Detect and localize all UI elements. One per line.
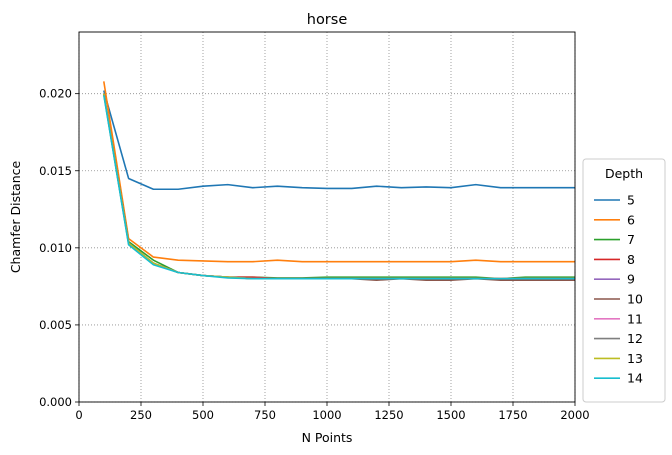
chart-title: horse [307,12,348,28]
legend-label-10: 10 [627,292,643,307]
y-axis-label: Chamfer Distance [8,161,23,274]
series-line-5 [103,90,575,191]
legend: Depth 5 6 7 8 9 10 11 12 13 14 [582,158,666,403]
y-axis-ticks: 0.000 0.005 0.010 0.015 0.020 [39,87,79,409]
x-axis-label: N Points [302,430,353,445]
x-tick-label: 1500 [436,408,465,422]
legend-label-12: 12 [627,331,643,346]
legend-label-8: 8 [627,252,635,267]
legend-label-5: 5 [627,193,635,208]
legend-label-14: 14 [627,371,643,386]
legend-label-13: 13 [627,351,643,366]
x-tick-label: 2000 [560,408,589,422]
y-tick-label: 0.010 [39,241,72,255]
series-line-6 [103,81,575,263]
y-tick-label: 0.015 [39,164,72,178]
legend-title: Depth [605,166,643,181]
x-tick-label: 0 [75,408,82,422]
legend-box [582,158,666,403]
x-tick-label: 250 [130,408,152,422]
x-tick-label: 750 [254,408,276,422]
x-tick-label: 1750 [498,408,527,422]
y-tick-label: 0.005 [39,318,72,332]
x-tick-label: 1250 [374,408,403,422]
legend-items: 5 6 7 8 9 10 11 12 13 14 [594,193,643,386]
x-axis-ticks: 0 250 500 750 1000 1250 1500 1750 2000 [75,402,590,422]
legend-label-7: 7 [627,232,635,247]
y-tick-label: 0.000 [39,395,72,409]
x-tick-label: 500 [192,408,214,422]
series-line-14 [103,95,575,280]
series-lines [103,81,575,282]
y-tick-label: 0.020 [39,87,72,101]
legend-label-9: 9 [627,272,635,287]
legend-label-11: 11 [627,311,643,326]
x-tick-label: 1000 [312,408,341,422]
legend-label-6: 6 [627,212,635,227]
